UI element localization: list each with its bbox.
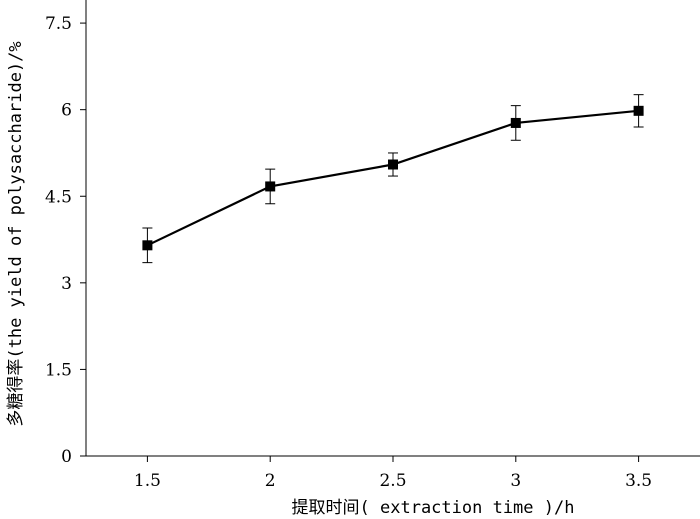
data-point bbox=[142, 240, 153, 251]
y-tick-label: 7.5 bbox=[45, 14, 72, 34]
x-tick-label: 3.5 bbox=[625, 471, 652, 491]
x-ticks: 1.5 2 2.5 3 3.5 bbox=[134, 456, 652, 491]
y-tick-label: 1.5 bbox=[45, 360, 72, 380]
x-tick-label: 1.5 bbox=[134, 471, 161, 491]
data-point bbox=[265, 181, 276, 192]
y-tick-label: 3 bbox=[61, 274, 72, 294]
x-tick-label: 2.5 bbox=[379, 471, 406, 491]
x-tick-label: 3 bbox=[510, 471, 521, 491]
y-axis-title: 多糖得率(the yield of polysaccharide)/% bbox=[6, 41, 26, 426]
data-point bbox=[633, 105, 644, 116]
y-ticks: 0 1.5 3 4.5 6 7.5 bbox=[45, 14, 86, 467]
x-tick-label: 2 bbox=[265, 471, 276, 491]
data-point bbox=[388, 159, 398, 170]
y-tick-label: 6 bbox=[61, 101, 72, 121]
x-axis-title: 提取时间( extraction time )/h bbox=[292, 498, 575, 518]
series bbox=[142, 94, 644, 264]
series-line bbox=[146, 109, 639, 247]
y-tick-label: 4.5 bbox=[45, 187, 72, 207]
axes bbox=[85, 0, 700, 457]
y-tick-label: 0 bbox=[61, 447, 72, 467]
data-point bbox=[510, 117, 521, 128]
